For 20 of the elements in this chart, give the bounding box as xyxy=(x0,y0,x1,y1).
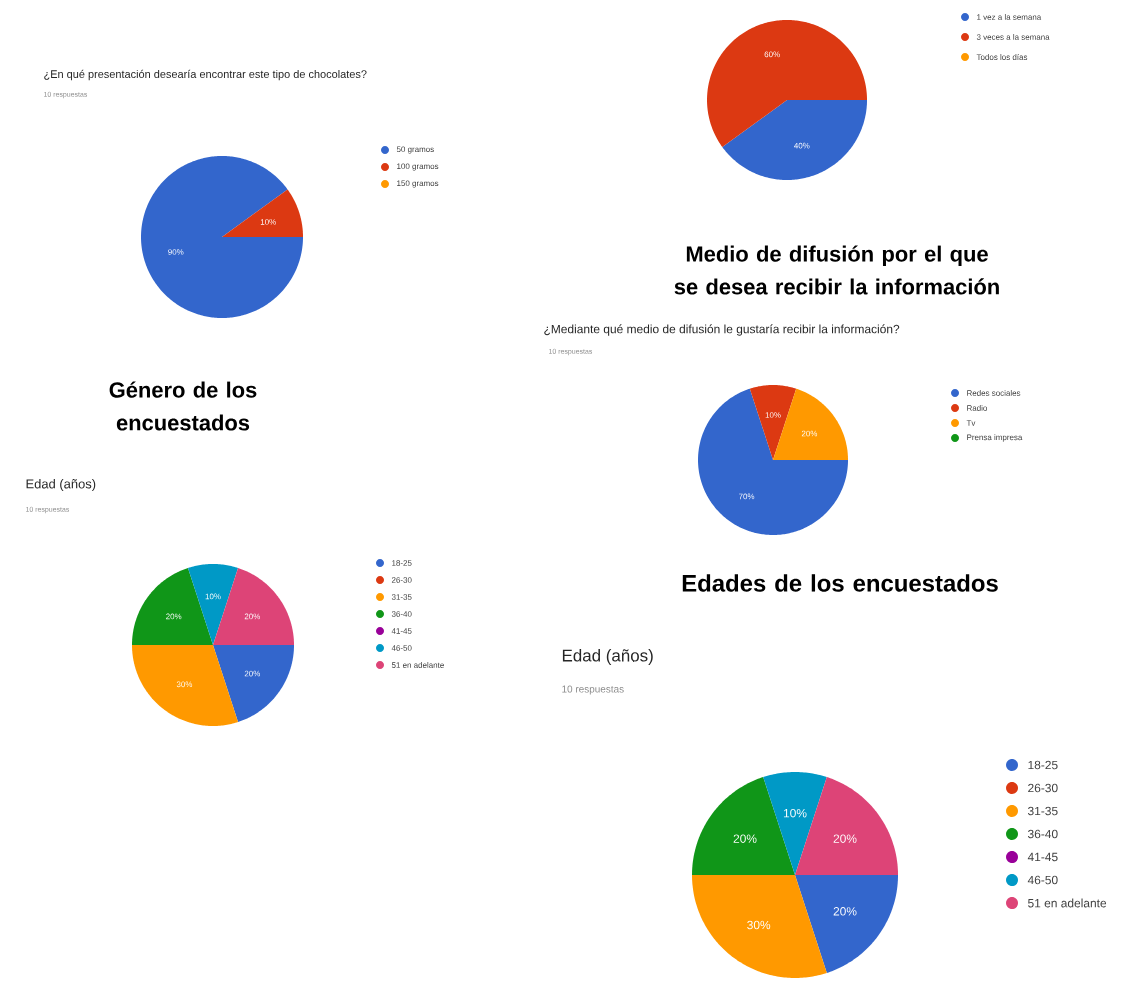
data-label: 20% xyxy=(733,834,757,843)
chart-subtitle: Edad (años) xyxy=(26,478,96,492)
chart-title: Edades de los encuestados xyxy=(682,574,998,592)
data-label: 20% xyxy=(833,834,857,843)
legend-label: 31-35 xyxy=(1027,806,1058,816)
chart-subtitle: ¿Mediante qué medio de difusión le gustaría recibir la información? xyxy=(544,324,900,336)
text: 10 respuestas xyxy=(562,685,624,695)
data-label: 30% xyxy=(747,920,771,930)
data-label: 10% xyxy=(783,808,807,818)
legend-label: 46-50 xyxy=(1027,875,1058,885)
legend-label: 51 en adelante xyxy=(1028,898,1107,908)
chart-title: Medio de difusión por el que se desea recibir la información xyxy=(674,245,999,295)
legend-label: 36-40 xyxy=(1027,829,1058,839)
legend-label: 18-25 xyxy=(1028,760,1058,770)
legend-label: 41-45 xyxy=(1027,852,1058,862)
chart-title: ¿En qué presentación desearía encontrar este tipo de chocolates? xyxy=(44,69,367,81)
data-label: 20% xyxy=(833,907,857,916)
legend-label: 26-30 xyxy=(1028,783,1058,793)
chart-title: Género de los encuestados xyxy=(109,381,257,431)
chart-subtitle: Edad (años) xyxy=(562,649,653,665)
